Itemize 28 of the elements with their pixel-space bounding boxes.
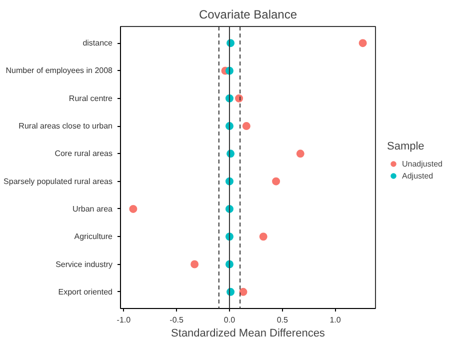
chart-title: Covariate Balance	[198, 8, 298, 22]
x-tick-label: 0.5	[276, 316, 288, 324]
legend-label: Adjusted	[402, 171, 434, 180]
y-tick-label: Sparsely populated rural areas	[4, 176, 112, 186]
y-tick-label: Rural areas close to urban	[18, 122, 112, 131]
y-tick-label: Core rural areas	[54, 149, 113, 158]
point	[190, 260, 199, 268]
y-tick-label: Rural centre	[68, 94, 114, 103]
x-tick-label: 0.0	[224, 316, 236, 324]
y-tick-label: Service industry	[56, 260, 113, 269]
point	[129, 204, 138, 213]
y-tick-label: Export oriented	[58, 287, 113, 296]
legend-label: Unadjusted	[402, 159, 442, 168]
point	[242, 122, 250, 130]
x-tick-label: -1.0	[116, 316, 132, 324]
point	[272, 177, 280, 186]
point	[296, 150, 304, 158]
y-tick-label: Agriculture	[74, 232, 114, 242]
x-tick-label: -0.5	[170, 316, 184, 324]
y-tick-label: Urban area	[72, 204, 114, 214]
y-tick-label: Number of employees in 2008	[6, 66, 114, 76]
x-tick-label: 1.0	[330, 316, 342, 324]
point	[259, 232, 268, 241]
legend-title: Sample	[387, 140, 426, 152]
point	[358, 39, 367, 48]
point	[239, 288, 248, 296]
y-tick-label: distance	[82, 38, 114, 48]
x-axis-title: Standardized Mean Differences	[171, 328, 326, 340]
